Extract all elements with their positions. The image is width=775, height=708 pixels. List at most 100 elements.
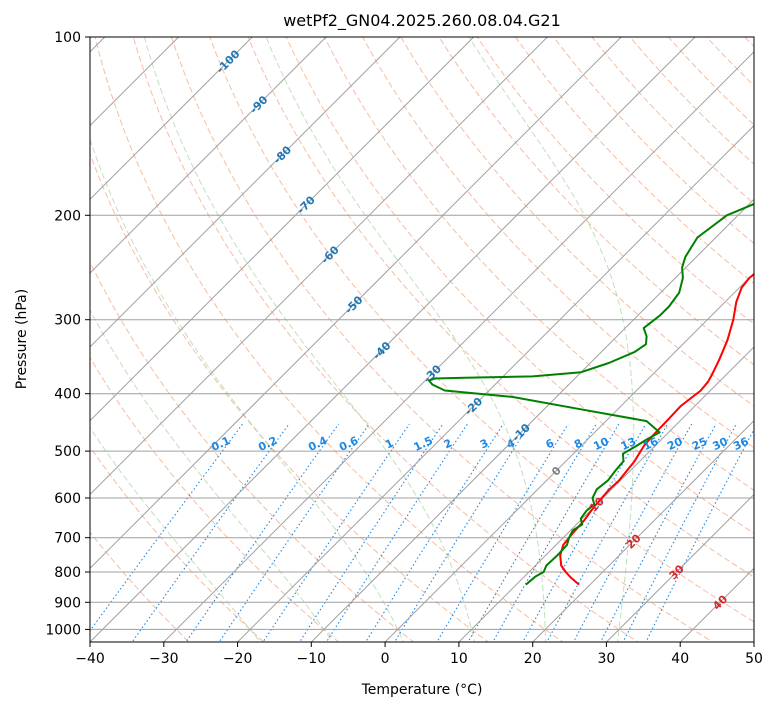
isotherm: [458, 346, 754, 642]
isotherm: [679, 567, 754, 642]
x-tick-label: −20: [223, 651, 253, 667]
y-tick-label: 600: [54, 491, 81, 507]
dry-adiabat: [323, 37, 754, 491]
mixing-ratio-line: [546, 423, 669, 642]
y-tick-label: 100: [54, 30, 81, 46]
isotherm: [531, 419, 754, 642]
mixing-ratio-line: [325, 423, 468, 642]
mixing-ratio-label: 3: [478, 436, 490, 451]
x-tick-label: −30: [149, 651, 179, 667]
isotherm: [163, 51, 754, 642]
data-series: [428, 202, 754, 586]
y-tick-label: 500: [54, 444, 81, 460]
x-tick-label: 30: [597, 651, 615, 667]
dry-adiabat: [400, 37, 754, 407]
y-axis-label: Pressure (hPa): [14, 289, 30, 389]
mixing-ratio-label: 16: [641, 435, 661, 453]
dry-adiabat: [362, 37, 754, 449]
isotherm: [90, 37, 475, 422]
x-tick-label: 40: [671, 651, 689, 667]
isotherm: [90, 37, 549, 496]
mixing-ratio-line: [298, 423, 444, 642]
isotherm: [384, 272, 754, 642]
isotherms: [90, 37, 754, 642]
dry-adiabat: [514, 37, 754, 285]
mixing-ratio-line: [365, 423, 504, 642]
isotherm: [90, 37, 401, 348]
dry-adiabat: [705, 37, 754, 87]
x-tick-label: 50: [745, 651, 763, 667]
mixing-ratio-line: [467, 423, 597, 642]
dry-adiabat: [591, 37, 754, 205]
mixing-ratio-label: 20: [665, 435, 685, 453]
dry-adiabat: [438, 37, 754, 366]
y-tick-label: 300: [54, 313, 81, 329]
dry-adiabats: [90, 37, 754, 642]
isotherm-label: -50: [342, 293, 365, 316]
mixing-ratio-label: 30: [711, 435, 731, 453]
mixing-ratio-line: [492, 423, 620, 642]
dry-adiabat: [247, 37, 754, 578]
dry-adiabat: [553, 37, 754, 245]
isotherm: [90, 37, 327, 274]
y-tick-label: 200: [54, 208, 81, 224]
mixing-ratio-line: [394, 423, 531, 642]
mixing-ratio-line: [218, 423, 370, 642]
isotherm: [90, 37, 254, 201]
mixing-ratio-label: 10: [591, 435, 611, 453]
moist-adiabat: [90, 426, 262, 642]
mixing-ratio-line: [436, 423, 569, 642]
y-tick-label: 800: [54, 565, 81, 581]
isotherm: [90, 37, 622, 569]
isotherm: [90, 37, 696, 642]
isotherm-label: -80: [271, 143, 294, 166]
dry-adiabat: [476, 37, 754, 325]
mixing-ratio-lines: [90, 423, 754, 642]
mixing-ratio-line: [572, 423, 693, 642]
moist-adiabat: [90, 137, 405, 642]
plot-area: 0.1 0.2 0.4 0.6 1 1.5 2 3 4 6 8 10 13 16 20 25 30 36-100-…: [90, 37, 754, 642]
dewpoint-line: [428, 202, 754, 586]
dry-adiabat: [94, 37, 564, 642]
dry-adiabat: [667, 37, 754, 126]
x-tick-label: −40: [75, 651, 105, 667]
dry-adiabat: [171, 37, 714, 642]
isotherm: [310, 198, 754, 642]
y-tick-label: 400: [54, 387, 81, 403]
x-tick-label: 10: [450, 651, 468, 667]
mixing-ratio-label: 6: [544, 436, 557, 451]
isotherm: [236, 124, 754, 642]
dry-adiabat: [90, 152, 490, 642]
chart-title: wetPf2_GN04.2025.260.08.04.G21: [283, 11, 561, 31]
y-tick-label: 700: [54, 531, 81, 547]
dry-adiabat: [285, 37, 754, 534]
line-labels: 0.1 0.2 0.4 0.6 1 1.5 2 3 4 6 8 10 13 16 20 25 30 36-100-…: [209, 47, 751, 612]
mixing-ratio-line: [622, 423, 737, 642]
dry-adiabat: [132, 37, 639, 642]
mixing-ratio-label: 36: [731, 435, 751, 453]
x-tick-label: 0: [381, 651, 390, 667]
moist-adiabat: [90, 308, 334, 642]
x-axis: −40 −30 −20 −10 0 10 20 30 40 50: [75, 642, 763, 667]
mixing-ratio-line: [645, 428, 754, 642]
mixing-ratio-label: 25: [690, 435, 709, 453]
dry-adiabat: [209, 37, 754, 623]
isotherm: [605, 493, 754, 642]
mixing-ratio-line: [262, 423, 410, 642]
moist-adiabats: [90, 37, 635, 642]
isotherm: [753, 641, 754, 642]
x-tick-label: −10: [297, 651, 327, 667]
x-axis-label: Temperature (°C): [361, 682, 483, 698]
y-axis: 100 200 300 400 500 600 700 800 900 1000: [45, 30, 90, 638]
mixing-ratio-label: 2: [442, 436, 454, 451]
dry-adiabat: [90, 446, 265, 642]
x-tick-label: 20: [524, 651, 542, 667]
plot-frame: [89, 36, 755, 643]
y-tick-label: 1000: [45, 622, 81, 638]
dry-adiabat: [90, 356, 340, 642]
y-tick-label: 900: [54, 595, 81, 611]
mixing-ratio-line: [600, 423, 717, 642]
pressure-gridlines: [90, 37, 754, 630]
mixing-ratio-label: 13: [619, 435, 638, 453]
